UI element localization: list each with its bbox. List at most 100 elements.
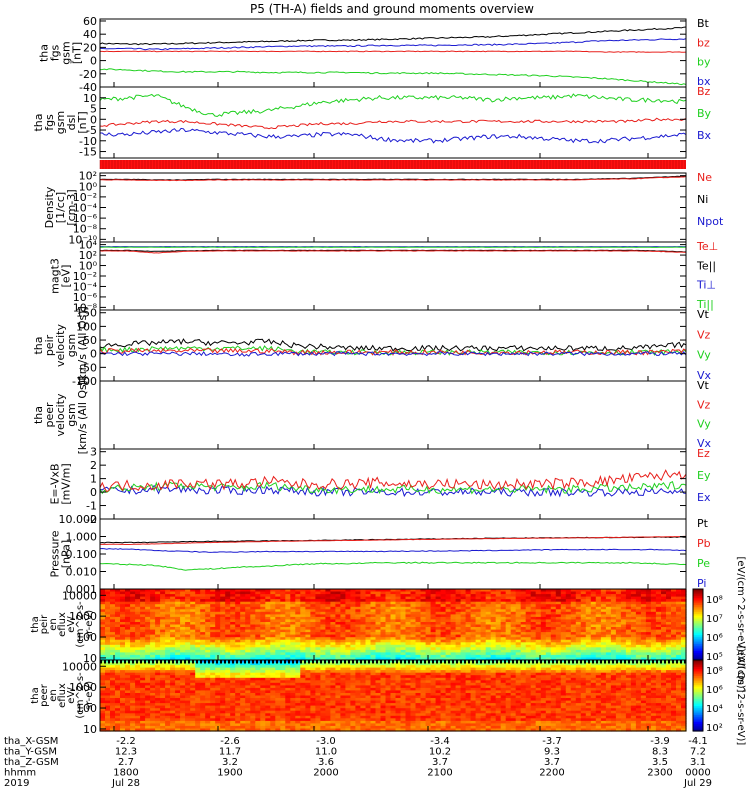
spectrogram-cell <box>205 644 211 648</box>
spectrogram-cell <box>405 614 412 618</box>
spectrogram-cell <box>190 639 196 643</box>
panel-frame <box>99 241 687 311</box>
spectrogram-cell <box>230 604 236 608</box>
spectrogram-cell <box>480 622 487 626</box>
spectrogram-cell <box>505 654 512 658</box>
spectrogram-cell <box>145 599 151 603</box>
spectrogram-cell <box>210 713 216 717</box>
spectrogram-cell <box>590 634 597 638</box>
spectrogram-cell <box>115 606 121 610</box>
spectrogram-cell <box>285 715 291 719</box>
spectrogram-cell <box>280 705 286 709</box>
spectrogram-cell <box>110 601 116 605</box>
spectrogram-cell <box>335 611 341 615</box>
spectrogram-cell <box>255 596 261 600</box>
spectrogram-cell <box>125 713 131 717</box>
spectrogram-cell <box>440 639 447 643</box>
spectrogram-cell <box>405 594 412 598</box>
series-line-black <box>99 338 687 352</box>
spectrogram-cell <box>666 639 672 643</box>
spectrogram-cell <box>410 619 417 623</box>
spectrogram-cell <box>140 657 146 661</box>
spectrogram-cell <box>280 624 286 628</box>
spectrogram-cell <box>540 594 547 598</box>
spectrogram-cell <box>300 644 306 648</box>
spectrogram-cell <box>165 627 171 631</box>
spectrogram-cell <box>270 672 276 676</box>
spectrogram-cell <box>560 596 567 600</box>
spectrogram-cell <box>245 720 251 724</box>
spectrogram-cell <box>240 723 246 727</box>
spectrogram-cell <box>170 594 176 598</box>
spectrogram-cell <box>255 723 261 727</box>
spectrogram-cell <box>180 591 186 595</box>
spectrogram-cell <box>225 672 231 676</box>
spectrogram-cell <box>410 616 417 620</box>
spectrogram-cell <box>150 698 156 702</box>
spectrogram-cell <box>205 687 211 691</box>
spectrogram-cell <box>185 639 191 643</box>
spectrogram-cell <box>100 639 106 643</box>
spectrogram-cell <box>440 622 447 626</box>
spectrogram-cell <box>125 682 131 686</box>
y-tick-label: 1000 <box>69 610 97 623</box>
spectrogram-cell <box>385 609 392 613</box>
spectrogram-cell <box>210 609 216 613</box>
legend-Bz: Bz <box>697 85 711 98</box>
spectrogram-cell <box>676 596 682 600</box>
spectrogram-cell <box>605 642 612 646</box>
y-axis-label-line: gsm <box>65 334 78 357</box>
spectrogram-cell <box>200 693 206 697</box>
spectrogram-cell <box>100 606 106 610</box>
spectrogram-cell <box>650 637 657 641</box>
spectrogram-cell <box>585 634 592 638</box>
spectrogram-cell <box>340 606 346 610</box>
spectrogram-cell <box>285 599 291 603</box>
spectrogram-cell <box>620 614 627 618</box>
spectrogram-cell <box>275 690 281 694</box>
spectrogram-cell <box>140 637 146 641</box>
spectrogram-cell <box>230 652 236 656</box>
spectrogram-cell <box>630 652 637 656</box>
spectrogram-cell <box>260 591 266 595</box>
spectrogram-cell <box>661 604 667 608</box>
spectrogram-cell <box>290 695 296 699</box>
spectrogram-cell <box>620 624 627 628</box>
spectrogram-cell <box>465 622 472 626</box>
spectrogram-cell <box>180 642 186 646</box>
spectrogram-cell <box>515 639 522 643</box>
spectrogram-cell <box>315 644 321 648</box>
spectrogram-cell <box>495 652 502 656</box>
spectrogram-cell <box>435 632 442 636</box>
spectrogram-cell <box>165 725 171 729</box>
spectrogram-cell <box>180 700 186 704</box>
y-tick-label: 10⁰ <box>79 260 98 273</box>
spectrogram-cell <box>575 649 582 653</box>
spectrogram-cell <box>130 652 136 656</box>
spectrogram-cell <box>260 713 266 717</box>
spectrogram-cell <box>400 647 407 651</box>
spectrogram-cell <box>575 599 582 603</box>
spectrogram-cell <box>145 649 151 653</box>
spectrogram-cell <box>676 649 682 653</box>
spectrogram-cell <box>280 682 286 686</box>
spectrogram-cell <box>510 654 517 658</box>
spectrogram-cell <box>350 632 356 636</box>
spectrogram-cell <box>445 657 452 661</box>
spectrogram-cell <box>330 632 336 636</box>
spectrogram-cell <box>585 627 592 631</box>
spectrogram-cell <box>100 634 106 638</box>
spectrogram-cell <box>130 614 136 618</box>
spectrogram-cell <box>195 698 201 702</box>
spectrogram-cell <box>305 685 311 689</box>
spectrogram-cell <box>210 700 216 704</box>
spectrogram-cell <box>585 622 592 626</box>
spectrogram-cell <box>130 680 136 684</box>
spectrogram-cell <box>450 609 457 613</box>
spectrogram-cell <box>130 700 136 704</box>
spectrogram-cell <box>215 619 221 623</box>
spectrogram-cell <box>265 647 271 651</box>
spectrogram-cell <box>145 715 151 719</box>
spectrogram-cell <box>365 642 372 646</box>
legend-Ne: Ne <box>697 171 712 184</box>
